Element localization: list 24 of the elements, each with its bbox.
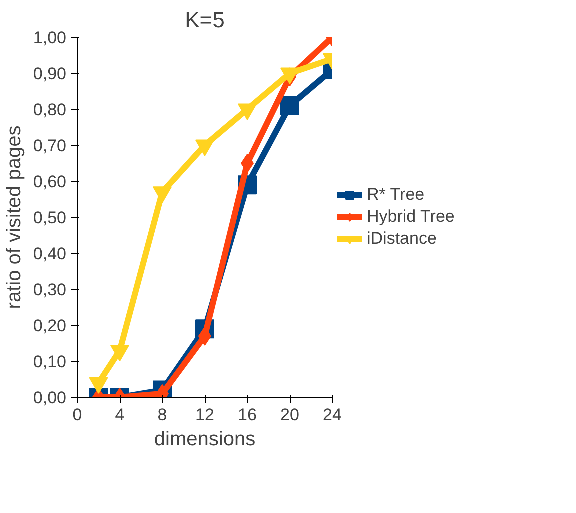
y-tick-label: 0,30 (33, 280, 67, 300)
y-tick-label: 0,70 (33, 136, 67, 156)
y-tick-label: 0,40 (33, 244, 67, 264)
chart-title: K=5 (185, 8, 225, 32)
x-tick-label: 0 (72, 406, 82, 424)
y-tick-label: 0,80 (33, 100, 67, 120)
y-tick-label: 0,00 (33, 388, 67, 408)
x-axis-title: dimensions (154, 428, 256, 450)
y-axis-title: ratio of visited pages (3, 126, 26, 310)
y-tick-label: 0,10 (33, 352, 67, 372)
y-tick-label: 0,20 (33, 316, 67, 336)
x-tick-label: 8 (158, 406, 168, 424)
legend-label: R* Tree (367, 185, 425, 205)
x-tick-label: 12 (196, 406, 214, 424)
x-tick-label: 16 (238, 406, 257, 424)
x-tick-label: 20 (280, 406, 300, 424)
x-tick-label: 24 (323, 406, 342, 424)
y-tick-label: 0,50 (33, 208, 67, 228)
y-tick-label: 0,90 (33, 64, 67, 84)
legend-label: iDistance (367, 229, 437, 249)
y-tick-label: 0,60 (33, 172, 67, 192)
x-tick-label: 4 (115, 406, 125, 424)
y-tick-label: 1,00 (33, 28, 67, 48)
legend-label: Hybrid Tree (367, 207, 455, 227)
